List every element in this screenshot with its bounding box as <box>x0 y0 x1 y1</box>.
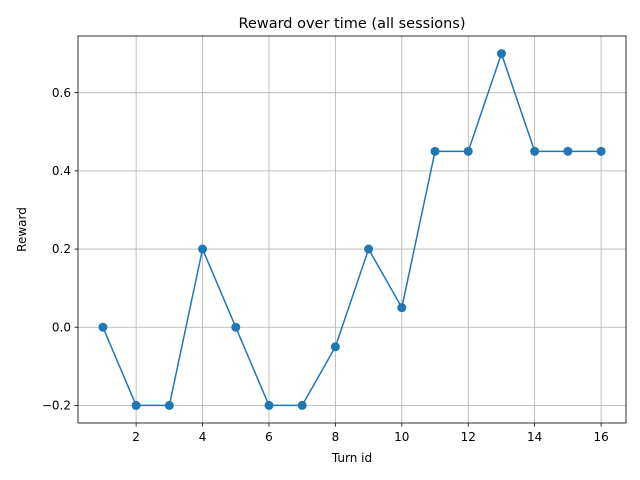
x-tick-label: 4 <box>199 430 207 444</box>
y-tick-label: 0.2 <box>52 242 71 256</box>
data-point <box>164 400 174 410</box>
data-point <box>596 146 606 156</box>
y-tick-label: 0.6 <box>52 86 71 100</box>
grid <box>78 36 626 423</box>
data-point <box>264 400 274 410</box>
data-point <box>530 146 540 156</box>
data-point <box>496 49 506 59</box>
ticks: 2 4 6 8 10 12 14 16 −0.2 0.0 0.2 0.4 0.6 <box>42 86 609 444</box>
x-tick-label: 16 <box>593 430 608 444</box>
x-tick-label: 12 <box>461 430 476 444</box>
x-tick-label: 14 <box>527 430 542 444</box>
x-tick-label: 8 <box>332 430 340 444</box>
axes <box>77 35 627 424</box>
data-point <box>131 400 141 410</box>
data-point <box>463 146 473 156</box>
x-tick-label: 2 <box>132 430 140 444</box>
x-tick-label: 6 <box>265 430 273 444</box>
data-point <box>297 400 307 410</box>
y-tick-label: −0.2 <box>42 399 71 413</box>
y-tick-label: 0.4 <box>52 164 71 178</box>
x-tick-label: 10 <box>394 430 409 444</box>
y-axis-title: Reward <box>15 207 29 252</box>
axes-frame <box>77 35 627 424</box>
data-point <box>397 303 407 313</box>
data-point <box>364 244 374 254</box>
data-point <box>330 342 340 352</box>
data-point <box>98 322 108 332</box>
data-point <box>231 322 241 332</box>
series-line <box>102 52 602 407</box>
y-tick-label: 0.0 <box>52 320 71 334</box>
chart-title: Reward over time (all sessions) <box>238 16 465 32</box>
data-point <box>563 146 573 156</box>
data-point <box>198 244 208 254</box>
x-axis-title: Turn id <box>331 451 372 465</box>
data-point <box>430 146 440 156</box>
series-layer <box>98 49 606 410</box>
